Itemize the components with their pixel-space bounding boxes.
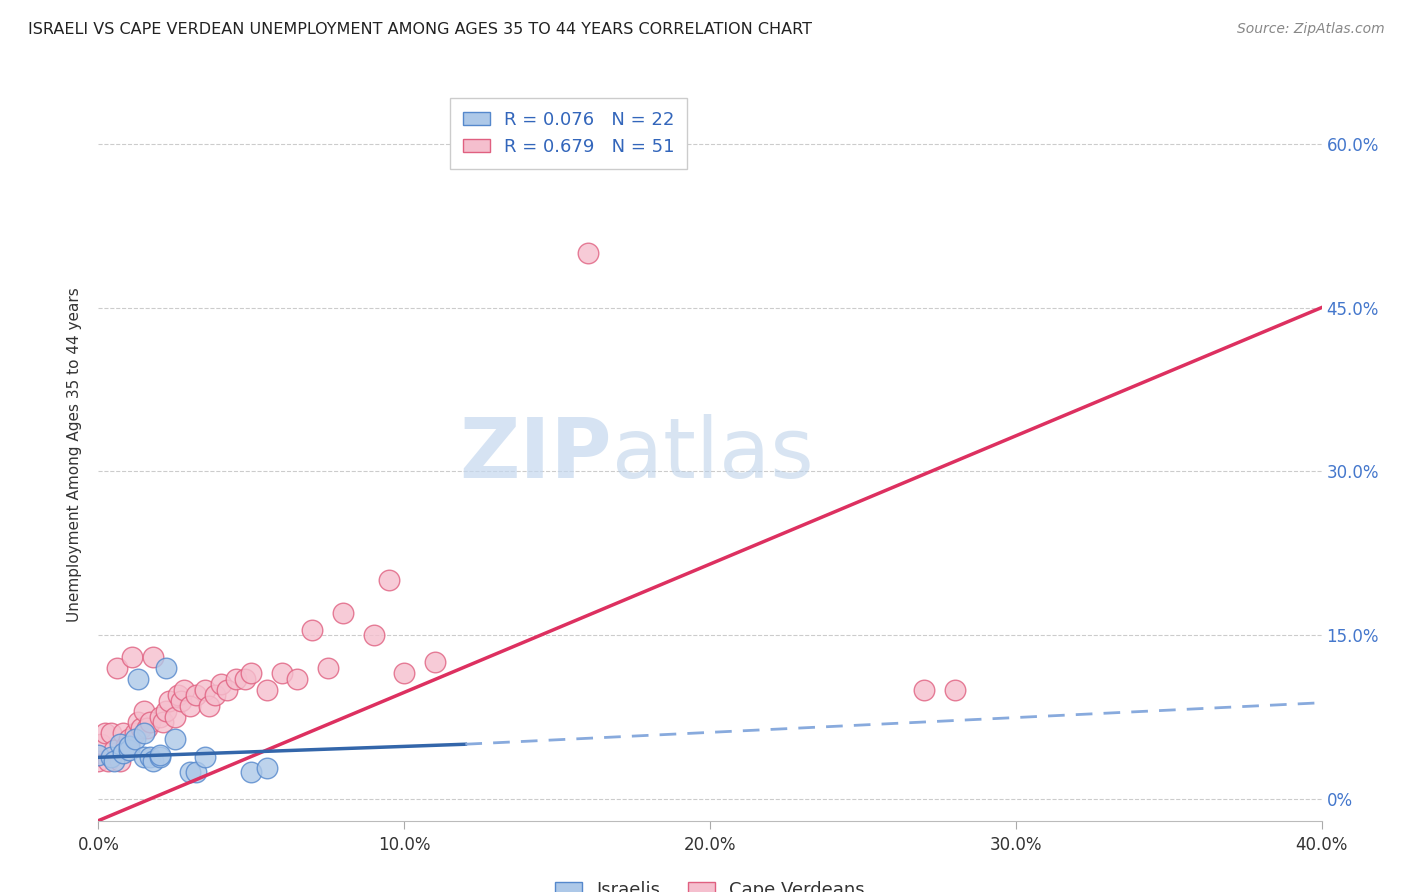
Text: ISRAELI VS CAPE VERDEAN UNEMPLOYMENT AMONG AGES 35 TO 44 YEARS CORRELATION CHART: ISRAELI VS CAPE VERDEAN UNEMPLOYMENT AMO… — [28, 22, 813, 37]
Point — [142, 649, 165, 664]
Point — [157, 693, 180, 707]
Point — [149, 750, 172, 764]
Point — [103, 742, 125, 756]
Point — [170, 693, 193, 707]
Point — [108, 737, 131, 751]
Point — [115, 739, 138, 754]
Point — [87, 748, 110, 763]
Point — [118, 731, 141, 746]
Point — [163, 710, 186, 724]
Point — [129, 721, 152, 735]
Point — [155, 661, 177, 675]
Point — [97, 754, 120, 768]
Point — [270, 666, 292, 681]
Point — [215, 682, 238, 697]
Point — [240, 764, 263, 779]
Point — [209, 677, 232, 691]
Point — [423, 656, 446, 670]
Point — [285, 672, 308, 686]
Point — [149, 710, 172, 724]
Point — [197, 698, 219, 713]
Point — [392, 666, 416, 681]
Point — [152, 715, 174, 730]
Point — [332, 606, 354, 620]
Point — [576, 246, 599, 260]
Point — [139, 750, 162, 764]
Point — [134, 726, 156, 740]
Legend: Israelis, Cape Verdeans: Israelis, Cape Verdeans — [548, 873, 872, 892]
Point — [194, 682, 217, 697]
Point — [179, 764, 201, 779]
Point — [118, 739, 141, 754]
Point — [108, 754, 131, 768]
Point — [943, 682, 966, 697]
Point — [118, 737, 141, 751]
Point — [134, 750, 156, 764]
Text: ZIP: ZIP — [460, 415, 612, 495]
Point — [163, 731, 186, 746]
Point — [127, 672, 149, 686]
Point — [136, 721, 159, 735]
Point — [256, 761, 278, 775]
Point — [93, 726, 115, 740]
Point — [173, 682, 195, 697]
Point — [186, 688, 208, 702]
Point — [149, 748, 172, 763]
Point — [186, 764, 208, 779]
Point — [103, 754, 125, 768]
Point — [256, 682, 278, 697]
Point — [363, 628, 385, 642]
Point — [124, 726, 146, 740]
Point — [111, 746, 134, 760]
Point — [142, 754, 165, 768]
Point — [194, 750, 217, 764]
Point — [121, 649, 143, 664]
Point — [118, 742, 141, 756]
Point — [240, 666, 263, 681]
Text: atlas: atlas — [612, 415, 814, 495]
Point — [912, 682, 935, 697]
Point — [127, 715, 149, 730]
Point — [124, 731, 146, 746]
Point — [111, 726, 134, 740]
Point — [100, 726, 122, 740]
Point — [105, 661, 128, 675]
Point — [87, 754, 110, 768]
Point — [179, 698, 201, 713]
Point — [204, 688, 226, 702]
Point — [316, 661, 339, 675]
Point — [233, 672, 256, 686]
Point — [301, 623, 323, 637]
Point — [155, 705, 177, 719]
Point — [225, 672, 247, 686]
Point — [378, 574, 401, 588]
Point — [100, 750, 122, 764]
Point — [90, 737, 112, 751]
Point — [139, 715, 162, 730]
Point — [167, 688, 190, 702]
Text: Source: ZipAtlas.com: Source: ZipAtlas.com — [1237, 22, 1385, 37]
Point — [134, 705, 156, 719]
Y-axis label: Unemployment Among Ages 35 to 44 years: Unemployment Among Ages 35 to 44 years — [67, 287, 83, 623]
